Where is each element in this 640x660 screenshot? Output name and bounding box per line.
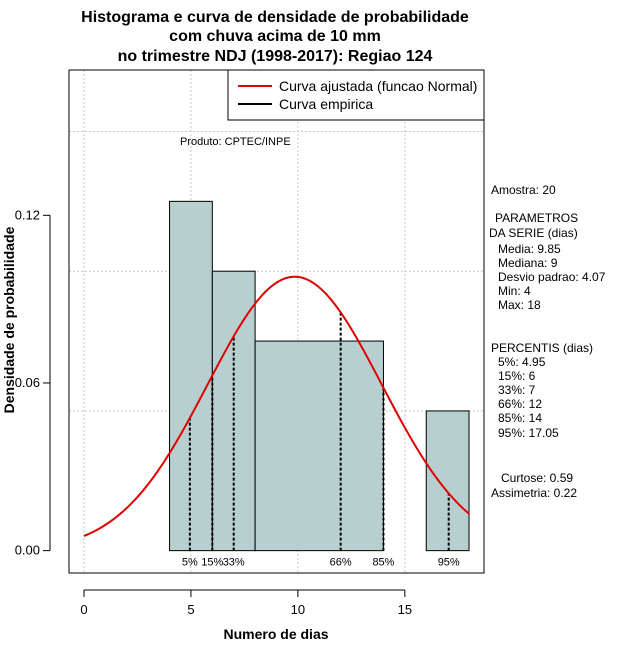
stats-param-media: Media: 9.85 <box>498 242 561 256</box>
chart-title-line-2: com chuva acima de 10 mm <box>169 28 381 45</box>
histogram-bar-0 <box>169 200 213 552</box>
stats-params-header-1: PARAMETROS <box>495 211 578 225</box>
percentile-label-1: 15% <box>201 557 223 569</box>
x-tick-label-3: 15 <box>398 602 412 617</box>
stats-percentil-33: 33%: 7 <box>498 383 536 397</box>
stats-param-max: Max: 18 <box>498 298 541 312</box>
stats-percentil-85: 85%: 14 <box>498 411 542 425</box>
chart-title-line-3: no trimestre NDJ (1998-2017): Regiao 124 <box>118 48 433 65</box>
histogram-bar-4 <box>425 410 470 552</box>
stats-percentis-header: PERCENTIS (dias) <box>491 341 593 355</box>
legend-entry-empirical: Curva empirica <box>279 96 373 112</box>
percentile-label-3: 66% <box>330 557 352 569</box>
y-tick-label-1: 0.06 <box>15 375 40 390</box>
percentile-label-4: 85% <box>372 557 394 569</box>
x-tick-label-0: 0 <box>80 602 87 617</box>
legend-entry-fitted: Curva ajustada (funcao Normal) <box>279 78 477 94</box>
x-axis-label: Numero de dias <box>223 626 328 642</box>
histogram-bar-2 <box>254 340 384 552</box>
x-tick-label-1: 5 <box>187 602 194 617</box>
stats-assimetria: Assimetria: 0.22 <box>491 486 577 500</box>
stats-params-header-2: DA SERIE (dias) <box>489 226 578 240</box>
stats-param-min: Min: 4 <box>498 284 531 298</box>
y-tick-label-0: 0.00 <box>15 543 40 558</box>
stats-percentil-5: 5%: 4.95 <box>498 355 546 369</box>
percentile-label-0: 5% <box>182 557 198 569</box>
stats-percentil-66: 66%: 12 <box>498 397 542 411</box>
percentile-label-2: 33% <box>223 557 245 569</box>
x-tick-label-2: 10 <box>291 602 305 617</box>
fitted-curve <box>83 275 470 537</box>
y-axis-label: Densidade de probabilidade <box>1 226 17 413</box>
y-tick-label-2: 0.12 <box>15 207 40 222</box>
stats-param-desvio: Desvio padrao: 4.07 <box>498 270 606 284</box>
histogram-bars <box>169 200 470 552</box>
grid-lines <box>69 70 484 573</box>
stats-sample-size: Amostra: 20 <box>491 183 556 197</box>
stats-percentil-15: 15%: 6 <box>498 369 536 383</box>
percentile-label-5: 95% <box>438 557 460 569</box>
axes: 0 5 10 15 0.00 0.06 0.12 <box>15 207 412 617</box>
stats-param-mediana: Mediana: 9 <box>498 256 558 270</box>
product-annotation: Produto: CPTEC/INPE <box>180 136 291 148</box>
chart-title-line-1: Histograma e curva de densidade de proba… <box>81 9 469 26</box>
legend-box <box>227 69 485 121</box>
percentile-lines: 5% 15% 33% 66% 85% 95% <box>182 312 460 569</box>
fitted-normal-curve <box>83 275 470 537</box>
legend: Curva ajustada (funcao Normal) Curva emp… <box>227 69 485 121</box>
stats-panel: Amostra: 20 PARAMETROS DA SERIE (dias) M… <box>489 183 606 500</box>
stats-percentil-95: 95%: 17.05 <box>498 426 559 440</box>
stats-curtose: Curtose: 0.59 <box>501 471 573 485</box>
